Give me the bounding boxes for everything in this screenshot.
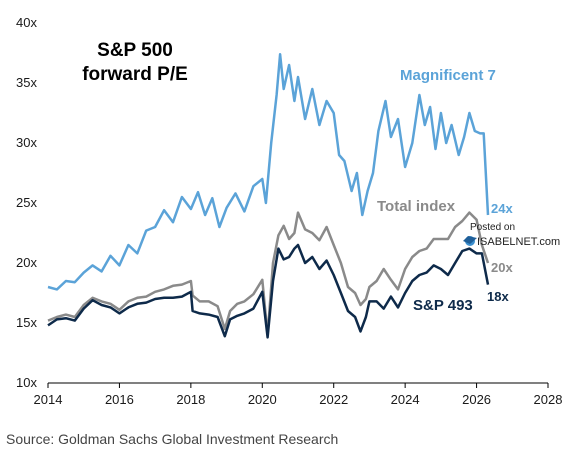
chart-title-line-1: S&P 500 [97,40,173,61]
series-label-total-index: Total index [377,198,456,215]
series-line-sp493 [47,243,490,339]
series-label-sp493: S&P 493 [413,297,473,314]
y-tick-label: 15x [16,315,37,330]
x-tick-label: 2016 [105,392,134,407]
x-tick-labels: 2014 2016 2018 2020 2022 2024 2026 2028 [34,392,563,407]
series-lines [47,52,490,339]
watermark-line-1: Posted on [470,222,515,233]
x-tick-label: 2014 [34,392,63,407]
y-tick-labels: 10x 15x 20x 25x 30x 35x 40x [16,15,37,390]
y-tick-label: 35x [16,75,37,90]
x-tick-label: 2020 [248,392,277,407]
series-line-total-index [47,211,490,337]
y-tick-label: 20x [16,255,37,270]
x-tick-label: 2026 [462,392,491,407]
watermark: Posted on ISABELNET.com [463,222,560,248]
y-tick-label: 10x [16,375,37,390]
end-label-total-index: 20x [491,260,513,275]
x-tick-label: 2018 [176,392,205,407]
source-note: Source: Goldman Sachs Global Investment … [6,431,339,447]
y-tick-label: 30x [16,135,37,150]
x-tick-marks [47,383,549,388]
y-tick-label: 25x [16,195,37,210]
watermark-bird-icon [463,236,477,246]
end-label-magnificent-7: 24x [491,201,513,216]
chart-title-line-2: forward P/E [82,64,188,85]
y-tick-label: 40x [16,15,37,30]
end-label-sp493: 18x [487,289,509,304]
x-tick-label: 2028 [534,392,563,407]
watermark-line-2: ISABELNET.com [477,236,560,248]
series-line-magnificent-7 [47,52,490,291]
x-tick-label: 2022 [319,392,348,407]
series-label-magnificent-7: Magnificent 7 [400,67,496,84]
x-tick-label: 2024 [391,392,420,407]
